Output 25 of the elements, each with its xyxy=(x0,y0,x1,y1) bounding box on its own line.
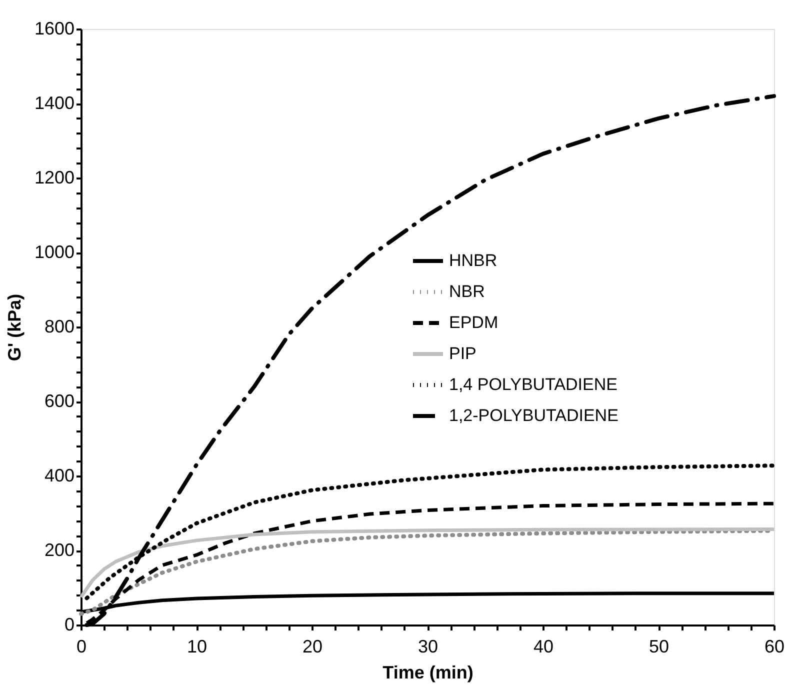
x-tick-label: 40 xyxy=(533,636,554,656)
x-tick-label: 60 xyxy=(764,636,785,656)
x-tick-label: 0 xyxy=(76,636,87,656)
legend-label: EPDM xyxy=(449,313,498,332)
legend-label: 1,4 POLYBUTADIENE xyxy=(449,375,618,394)
y-tick-label: 1000 xyxy=(34,242,74,262)
x-tick-label: 10 xyxy=(186,636,208,656)
y-axis-title: G' (kPa) xyxy=(4,294,24,362)
x-axis-title: Time (min) xyxy=(382,662,474,682)
legend-label: PIP xyxy=(449,344,476,363)
x-tick-label: 30 xyxy=(418,636,438,656)
y-tick-label: 200 xyxy=(44,540,74,560)
legend-label: 1,2-POLYBUTADIENE xyxy=(449,406,618,425)
line-series xyxy=(79,528,776,599)
y-tick-label: 1600 xyxy=(34,18,74,38)
y-tick-label: 400 xyxy=(44,466,74,486)
y-tick-label: 0 xyxy=(64,614,74,634)
legend-label: NBR xyxy=(449,282,485,301)
y-tick-label: 1400 xyxy=(34,93,74,113)
x-tick-label: 20 xyxy=(302,636,323,656)
y-tick-label: 600 xyxy=(44,391,74,411)
y-tick-label: 1200 xyxy=(34,168,74,188)
legend-label: HNBR xyxy=(449,251,498,270)
x-tick-label: 50 xyxy=(648,636,670,656)
y-tick-label: 800 xyxy=(44,316,74,336)
